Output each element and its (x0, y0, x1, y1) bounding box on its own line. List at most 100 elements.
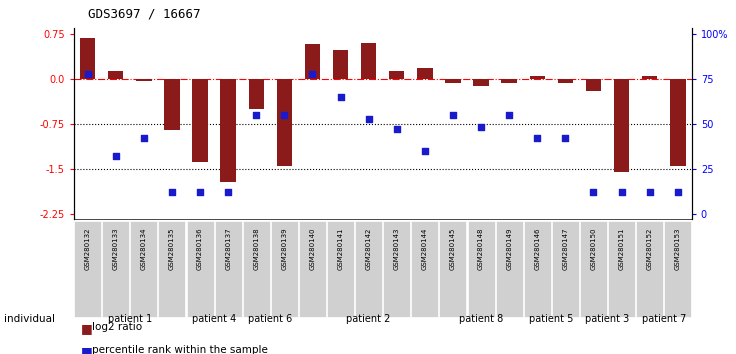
Text: GSM280147: GSM280147 (562, 227, 568, 270)
Bar (80, 39, 96, 79)
Point (278, 112, 290, 118)
Point (110, 153, 121, 159)
FancyBboxPatch shape (186, 222, 213, 316)
FancyBboxPatch shape (383, 222, 410, 316)
Point (391, 126, 403, 132)
Bar (277, 79, 292, 166)
Bar (501, 79, 517, 83)
Text: GSM280137: GSM280137 (225, 227, 231, 270)
Bar (558, 79, 573, 83)
Bar (417, 68, 433, 79)
Text: GSM280135: GSM280135 (169, 227, 175, 270)
Text: GSM280145: GSM280145 (450, 227, 456, 270)
Bar (586, 79, 601, 91)
FancyBboxPatch shape (102, 222, 130, 316)
FancyBboxPatch shape (495, 222, 523, 316)
Point (587, 189, 599, 195)
Point (307, 71, 319, 76)
Text: patient 8: patient 8 (459, 314, 503, 324)
Text: GDS3697 / 16667: GDS3697 / 16667 (88, 7, 201, 20)
Point (166, 189, 178, 195)
FancyBboxPatch shape (243, 222, 270, 316)
FancyBboxPatch shape (665, 222, 691, 316)
Bar (221, 79, 236, 182)
Text: GSM280144: GSM280144 (422, 227, 428, 270)
FancyBboxPatch shape (552, 222, 579, 316)
Point (447, 112, 459, 118)
Text: GSM280150: GSM280150 (590, 227, 596, 270)
FancyBboxPatch shape (355, 222, 382, 316)
Text: GSM280143: GSM280143 (394, 227, 400, 270)
Text: GSM280133: GSM280133 (113, 227, 118, 270)
FancyBboxPatch shape (74, 222, 101, 316)
Text: GSM280146: GSM280146 (534, 227, 540, 270)
Text: individual: individual (4, 314, 54, 324)
Point (644, 189, 656, 195)
Text: log2 ratio: log2 ratio (92, 322, 142, 332)
Bar (473, 79, 489, 86)
Bar (192, 79, 208, 161)
FancyBboxPatch shape (608, 222, 635, 316)
Point (363, 116, 375, 121)
Text: patient 6: patient 6 (248, 314, 292, 324)
Text: patient 5: patient 5 (529, 314, 573, 324)
Point (138, 135, 149, 141)
Bar (305, 45, 320, 79)
Text: patient 1: patient 1 (107, 314, 152, 324)
Text: GSM280152: GSM280152 (647, 227, 653, 270)
Bar (642, 76, 657, 79)
Text: GSM280136: GSM280136 (197, 227, 203, 270)
FancyBboxPatch shape (524, 222, 551, 316)
Text: patient 7: patient 7 (642, 314, 686, 324)
FancyBboxPatch shape (158, 222, 185, 316)
Text: GSM280142: GSM280142 (366, 227, 372, 270)
Bar (670, 79, 685, 166)
Text: patient 2: patient 2 (347, 314, 391, 324)
Point (222, 189, 234, 195)
Bar (136, 79, 152, 81)
FancyBboxPatch shape (271, 222, 298, 316)
Bar (389, 71, 405, 79)
FancyBboxPatch shape (636, 222, 663, 316)
Text: patient 4: patient 4 (192, 314, 236, 324)
Text: GSM280138: GSM280138 (253, 227, 259, 270)
FancyBboxPatch shape (411, 222, 439, 316)
Bar (614, 79, 629, 172)
Text: ■: ■ (81, 345, 93, 354)
Bar (445, 79, 461, 83)
Bar (361, 43, 376, 79)
Point (672, 189, 684, 195)
Point (616, 189, 628, 195)
Point (503, 112, 515, 118)
Text: patient 3: patient 3 (585, 314, 630, 324)
Text: GSM280140: GSM280140 (309, 227, 316, 270)
Point (475, 125, 487, 130)
Point (82, 71, 93, 76)
Text: GSM280149: GSM280149 (506, 227, 512, 270)
Point (194, 189, 206, 195)
Bar (333, 50, 348, 79)
Text: GSM280153: GSM280153 (675, 227, 681, 270)
Text: GSM280141: GSM280141 (338, 227, 344, 270)
FancyBboxPatch shape (215, 222, 241, 316)
FancyBboxPatch shape (439, 222, 467, 316)
Text: ■: ■ (81, 322, 93, 335)
Text: GSM280134: GSM280134 (141, 227, 147, 270)
Bar (164, 79, 180, 130)
FancyBboxPatch shape (130, 222, 158, 316)
Text: GSM280148: GSM280148 (478, 227, 484, 270)
Text: percentile rank within the sample: percentile rank within the sample (92, 345, 268, 354)
Text: GSM280139: GSM280139 (281, 227, 287, 270)
Bar (108, 71, 124, 79)
Text: GSM280151: GSM280151 (618, 227, 625, 270)
Point (531, 135, 543, 141)
Bar (249, 79, 264, 109)
FancyBboxPatch shape (467, 222, 495, 316)
Text: GSM280132: GSM280132 (85, 227, 91, 270)
Point (250, 112, 262, 118)
Bar (529, 75, 545, 79)
Point (419, 148, 431, 154)
Point (559, 135, 571, 141)
FancyBboxPatch shape (580, 222, 607, 316)
FancyBboxPatch shape (327, 222, 354, 316)
